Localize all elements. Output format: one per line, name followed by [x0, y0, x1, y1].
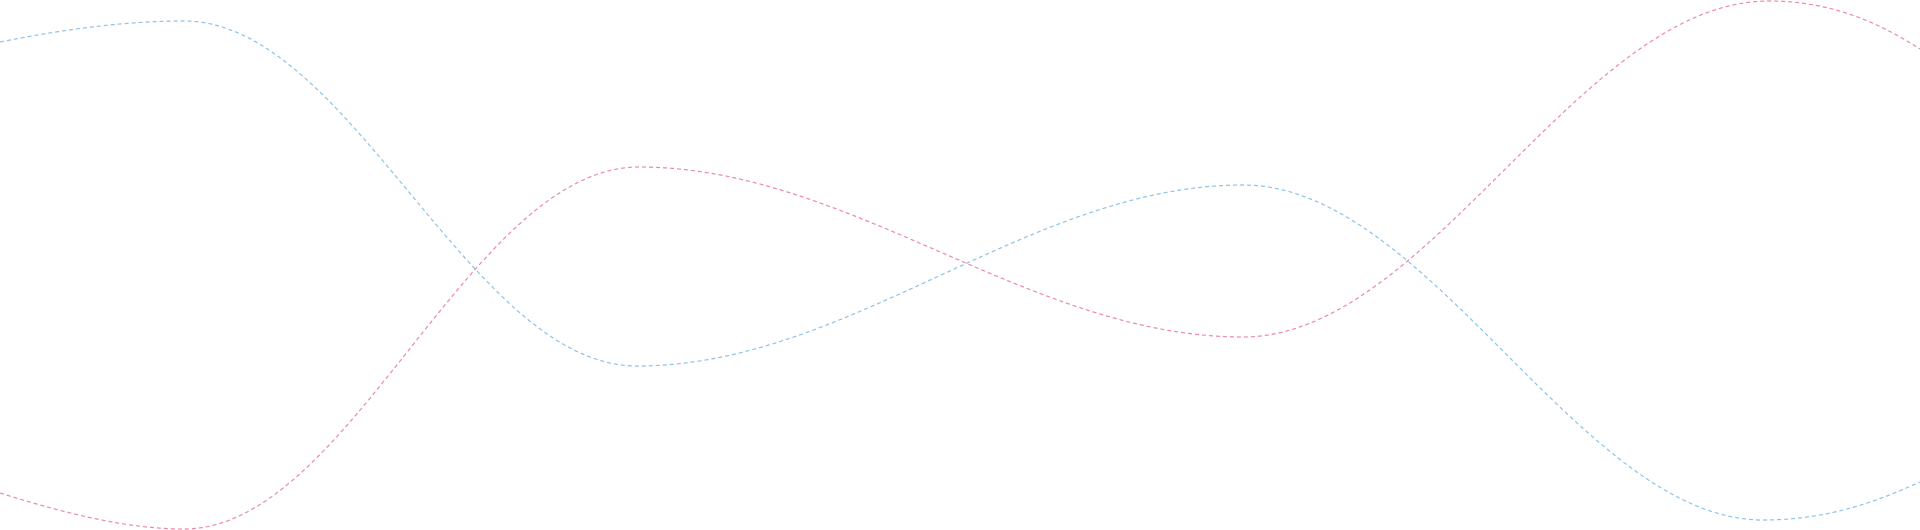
blue-dashed-wave — [0, 20, 1920, 521]
